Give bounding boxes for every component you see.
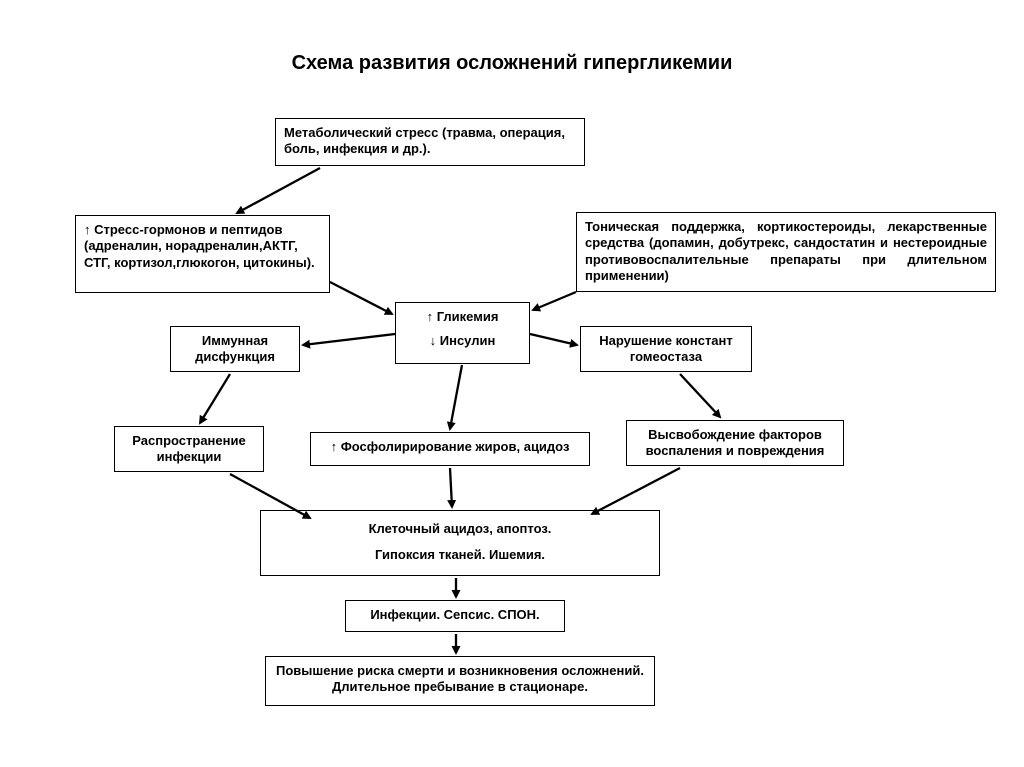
node-inflammation-factors: Высвобождение факторов воспаления и повр… <box>626 420 844 466</box>
node-stress-hormones: ↑ Стресс-гормонов и пептидов (адреналин,… <box>75 215 330 293</box>
node-infection-spread: Распространение инфекции <box>114 426 264 472</box>
node-insulin-line: ↓ Инсулин <box>404 333 521 349</box>
node-sepsis: Инфекции. Сепсис. СПОН. <box>345 600 565 632</box>
node-glycemia-insulin: ↑ Гликемия ↓ Инсулин <box>395 302 530 364</box>
diagram-title: Схема развития осложнений гипергликемии <box>0 52 1024 75</box>
node-immune-dysfunction: Иммунная дисфункция <box>170 326 300 372</box>
flowchart-canvas: Схема развития осложнений гипергликемии … <box>0 0 1024 767</box>
node-acidosis-line2: Гипоксия тканей. Ишемия. <box>269 547 651 563</box>
node-acidosis-line1: Клеточный ацидоз, апоптоз. <box>269 521 651 537</box>
node-phospholipation: ↑ Фосфолирирование жиров, ацидоз <box>310 432 590 466</box>
node-glycemia-line: ↑ Гликемия <box>404 309 521 325</box>
node-metabolic-stress: Метаболический стресс (травма, операция,… <box>275 118 585 166</box>
node-death-risk: Повышение риска смерти и возникновения о… <box>265 656 655 706</box>
edges-layer <box>0 0 1024 767</box>
node-tonic-support: Тоническая поддержка, кортикостероиды, л… <box>576 212 996 292</box>
node-cell-acidosis: Клеточный ацидоз, апоптоз. Гипоксия ткан… <box>260 510 660 576</box>
node-homeostasis: Нарушение констант гомеостаза <box>580 326 752 372</box>
